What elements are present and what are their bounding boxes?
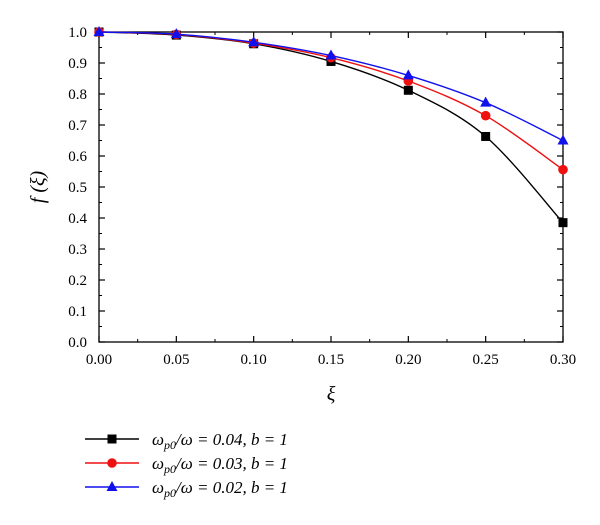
legend-marker: [107, 434, 117, 444]
legend-label: ωp0/ω = 0.03, b = 1: [152, 454, 288, 476]
x-tick-label: 0.25: [473, 352, 499, 368]
data-point: [170, 28, 182, 39]
legend-symbol: ω: [152, 454, 164, 473]
legend-item-2: ωp0/ω = 0.03, b = 1: [85, 454, 288, 476]
series-2: [94, 27, 568, 175]
legend-marker: [106, 481, 118, 491]
data-point: [558, 218, 568, 228]
y-tick-label: 0.5: [68, 180, 87, 196]
y-tick-label: 0.8: [68, 87, 87, 103]
data-point: [248, 36, 260, 47]
data-point: [93, 26, 105, 36]
data-point: [403, 85, 413, 95]
data-point: [558, 164, 568, 175]
data-point: [481, 131, 491, 141]
y-tick-label: 0.2: [68, 273, 87, 289]
series-3: [93, 26, 569, 145]
legend-rest: /ω = 0.04, b = 1: [175, 430, 288, 449]
y-tick-label: 0.7: [68, 118, 87, 134]
legend-symbol: ω: [152, 430, 164, 449]
y-tick-label: 0.9: [68, 56, 87, 72]
y-tick-label: 0.3: [68, 242, 87, 258]
y-tick-label: 1.0: [68, 25, 87, 41]
legend-item-3: ωp0/ω = 0.02, b = 1: [85, 478, 288, 500]
data-point: [402, 69, 414, 80]
y-tick-label: 0.6: [68, 149, 87, 165]
legend-subscript: p0: [163, 438, 176, 452]
legend-label: ωp0/ω = 0.02, b = 1: [152, 478, 288, 500]
legend-item-1: ωp0/ω = 0.04, b = 1: [85, 430, 288, 452]
legend-subscript: p0: [163, 462, 176, 476]
data-point: [325, 49, 337, 60]
legend-subscript: p0: [163, 486, 176, 500]
y-tick-label: 0.4: [68, 211, 87, 227]
series-layer: [93, 26, 569, 228]
legend-label: ωp0/ω = 0.04, b = 1: [152, 430, 288, 452]
x-tick-label: 0.00: [86, 352, 112, 368]
legend-symbol: ω: [152, 478, 164, 497]
x-tick-label: 0.10: [241, 352, 267, 368]
axes: 0.00 0.05 0.10 0.15 0.20 0.25 0.30 0.0 0.1 0.2 0.3…: [27, 25, 576, 405]
x-tick-label: 0.05: [163, 352, 189, 368]
legend-rest: /ω = 0.03, b = 1: [175, 454, 288, 473]
x-tick-label: 0.30: [550, 352, 576, 368]
plot-frame: [98, 31, 564, 343]
legend-marker: [107, 458, 117, 468]
series-line: [98, 31, 564, 142]
x-tick-label: 0.20: [395, 352, 421, 368]
y-tick-label: 0.1: [68, 304, 87, 320]
x-tick-label: 0.15: [318, 352, 344, 368]
x-axis-label: ξ: [327, 383, 336, 405]
data-point: [480, 96, 492, 107]
y-tick-label: 0.0: [68, 335, 87, 351]
data-point: [480, 110, 491, 121]
data-point: [557, 134, 569, 145]
y-axis-label: f (ξ): [27, 170, 49, 203]
legend-rest: /ω = 0.02, b = 1: [175, 478, 288, 497]
